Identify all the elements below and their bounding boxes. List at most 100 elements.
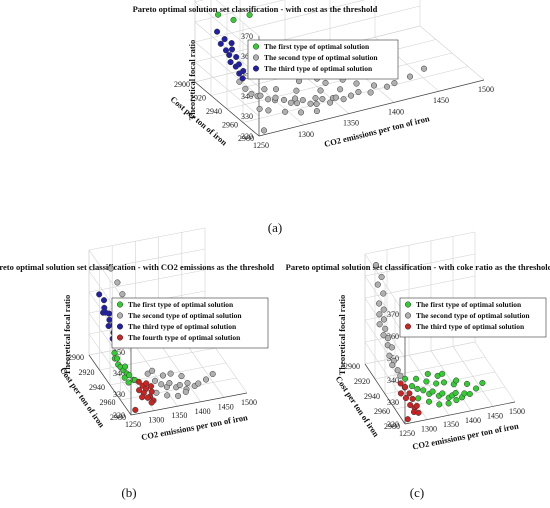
data-point: [415, 395, 422, 402]
x-tick-label: 1300: [298, 130, 314, 139]
data-point: [148, 399, 155, 406]
y-tick-label: 2960: [222, 121, 238, 130]
z-tick-label: 350: [113, 348, 125, 357]
data-point: [380, 306, 387, 313]
data-point: [100, 297, 108, 304]
data-point: [473, 385, 480, 392]
data-point: [122, 363, 129, 370]
x-axis-label: CO2 emissions per ton of iron: [323, 113, 431, 149]
data-point: [217, 40, 224, 47]
data-point: [440, 379, 448, 386]
data-point: [453, 377, 460, 384]
y-tick-label: 2960: [100, 398, 116, 407]
chart-panel-3: Pareto optimal solution set classificati…: [286, 231, 550, 500]
chart-title: Pareto optimal solution set classificati…: [133, 4, 378, 14]
data-point: [227, 59, 234, 66]
data-point: [125, 379, 132, 386]
y-tick-label: 2900: [174, 80, 190, 89]
x-tick-label: 1300: [421, 425, 437, 434]
series-3: [397, 380, 422, 423]
z-tick-label: 330: [241, 112, 253, 121]
data-point: [287, 99, 294, 106]
data-point: [159, 372, 166, 379]
data-point: [292, 95, 299, 102]
data-point: [293, 87, 300, 94]
series-4: [132, 378, 157, 413]
y-tick-label: 2980: [238, 134, 254, 143]
data-point: [106, 316, 113, 323]
data-point: [265, 96, 272, 103]
data-point: [184, 380, 191, 387]
series-2: [107, 265, 216, 399]
data-point: [378, 273, 385, 280]
data-point: [132, 406, 139, 413]
data-point: [144, 370, 151, 377]
data-point: [332, 94, 339, 101]
legend-marker: [252, 43, 260, 50]
data-point: [272, 94, 279, 101]
data-point: [367, 89, 374, 96]
data-point: [406, 390, 413, 397]
data-point: [222, 47, 230, 54]
chart-panel-1: Pareto optimal solution set classificati…: [133, 0, 494, 235]
data-point: [397, 372, 404, 379]
legend-entry: The second type of optimal solution: [128, 311, 242, 320]
data-point: [370, 82, 378, 89]
data-point: [402, 375, 409, 382]
y-tick-label: 2980: [110, 413, 126, 422]
data-point: [463, 380, 471, 387]
data-point: [327, 99, 334, 106]
data-point: [337, 86, 344, 93]
series-1: [402, 370, 486, 408]
x-tick-label: 1450: [487, 411, 503, 420]
y-tick-label: 2900: [68, 353, 84, 362]
legend-marker: [404, 301, 412, 308]
data-point: [240, 67, 247, 75]
x-tick-label: 1400: [465, 416, 481, 425]
legend-marker: [116, 312, 124, 319]
data-point: [404, 416, 411, 423]
data-point: [420, 65, 428, 72]
data-point: [402, 394, 410, 402]
data-point: [228, 46, 236, 53]
data-point: [423, 378, 430, 385]
data-point: [149, 367, 156, 374]
data-point: [384, 335, 392, 342]
data-point: [167, 370, 174, 377]
legend-entry: The fourth type of optimal solution: [128, 333, 241, 342]
data-point: [415, 409, 422, 416]
z-tick-label: 350: [241, 72, 253, 81]
panel-label: (a): [268, 220, 282, 235]
data-point: [297, 109, 305, 116]
data-point: [380, 290, 387, 297]
data-point: [114, 279, 121, 286]
data-point: [228, 40, 235, 47]
legend-entry: The third type of optimal solution: [416, 322, 525, 331]
legend: The first type of optimal solution The se…: [399, 297, 547, 338]
chart-title: Pareto optimal solution set classificati…: [286, 262, 550, 272]
data-point: [313, 100, 320, 107]
z-axis-label: Theoretical focal ratio: [62, 295, 72, 376]
data-point: [424, 370, 431, 377]
z-axis-label: Theoretical focal ratio: [187, 40, 197, 121]
data-point: [233, 53, 240, 61]
x-tick-label: 1350: [443, 420, 459, 429]
data-point: [413, 375, 420, 382]
data-point: [239, 75, 246, 82]
data-point: [386, 352, 393, 359]
data-point: [313, 108, 320, 115]
x-tick-label: 1300: [148, 416, 164, 425]
chart-panel-2: Pareto optimal solution set classificati…: [0, 227, 274, 500]
data-point: [307, 100, 314, 107]
data-point: [372, 261, 380, 269]
data-point: [299, 97, 306, 104]
legend-entry: The second type of optimal solution: [416, 311, 530, 320]
data-point: [319, 95, 326, 103]
legend: The first type of optimal solution The se…: [111, 297, 269, 349]
series-2: [372, 261, 404, 379]
data-point: [413, 402, 420, 409]
data-point: [282, 108, 289, 115]
data-point: [461, 390, 468, 397]
data-point: [402, 383, 409, 391]
